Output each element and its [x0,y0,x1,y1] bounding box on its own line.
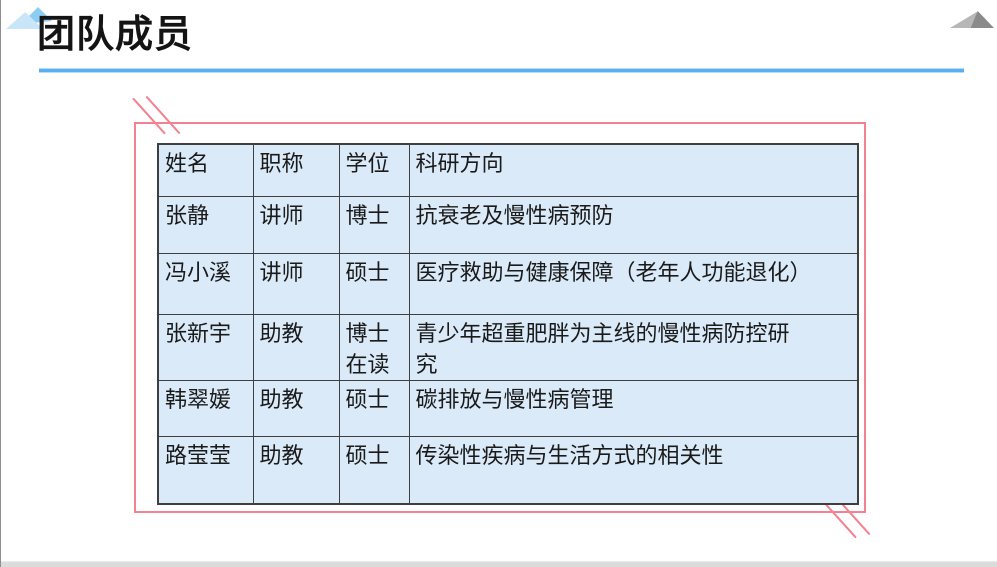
title-underline [39,69,964,72]
header-name: 姓名 [157,143,254,197]
cell-name: 张静 [157,195,254,254]
cell-title: 助教 [252,313,340,381]
cell-research: 碳排放与慢性病管理 [408,379,859,437]
cell-degree: 硕士 [338,435,410,505]
cell-title: 助教 [252,435,340,505]
cell-name: 韩翠媛 [157,379,254,437]
cell-research: 医疗救助与健康保障（老年人功能退化） [408,252,859,315]
table-header-row: 姓名 职称 学位 科研方向 [157,143,859,197]
team-members-table: 姓名 职称 学位 科研方向 张静 讲师 博士 抗衰老及慢性病预防 冯小溪 讲师 … [157,143,859,506]
table-row: 路莹莹 助教 硕士 传染性疾病与生活方式的相关性 [157,435,859,505]
cell-degree: 硕士 [338,379,410,437]
cell-research-text: 青少年超重肥胖为主线的慢性病防控研究 [415,320,790,377]
cell-title: 讲师 [252,195,340,254]
page-title: 团队成员 [37,14,194,56]
cell-degree: 博士 [338,195,410,254]
cell-degree: 硕士 [338,252,410,315]
decor-frame [134,122,866,513]
cell-name: 张新宇 [157,313,254,381]
mountain-icon [6,7,52,29]
header-degree: 学位 [338,143,410,197]
cell-title: 助教 [252,379,340,437]
paper-plane-icon [950,11,994,28]
slide-bottom-edge [1,561,997,567]
cell-research: 抗衰老及慢性病预防 [408,195,859,254]
cell-research: 传染性疾病与生活方式的相关性 [408,435,859,505]
cell-degree: 博士在读 [338,313,410,381]
cell-name: 路莹莹 [157,435,254,505]
table-row: 韩翠媛 助教 硕士 碳排放与慢性病管理 [157,379,859,437]
cell-title: 讲师 [252,252,340,315]
table-row: 张静 讲师 博士 抗衰老及慢性病预防 [157,195,859,254]
cell-research: 青少年超重肥胖为主线的慢性病防控研究 [408,313,859,381]
table-row: 冯小溪 讲师 硕士 医疗救助与健康保障（老年人功能退化） [157,252,859,315]
header-title: 职称 [252,143,340,197]
table-row: 张新宇 助教 博士在读 青少年超重肥胖为主线的慢性病防控研究 [157,313,859,381]
header-research: 科研方向 [408,143,859,197]
cell-name: 冯小溪 [157,252,254,315]
